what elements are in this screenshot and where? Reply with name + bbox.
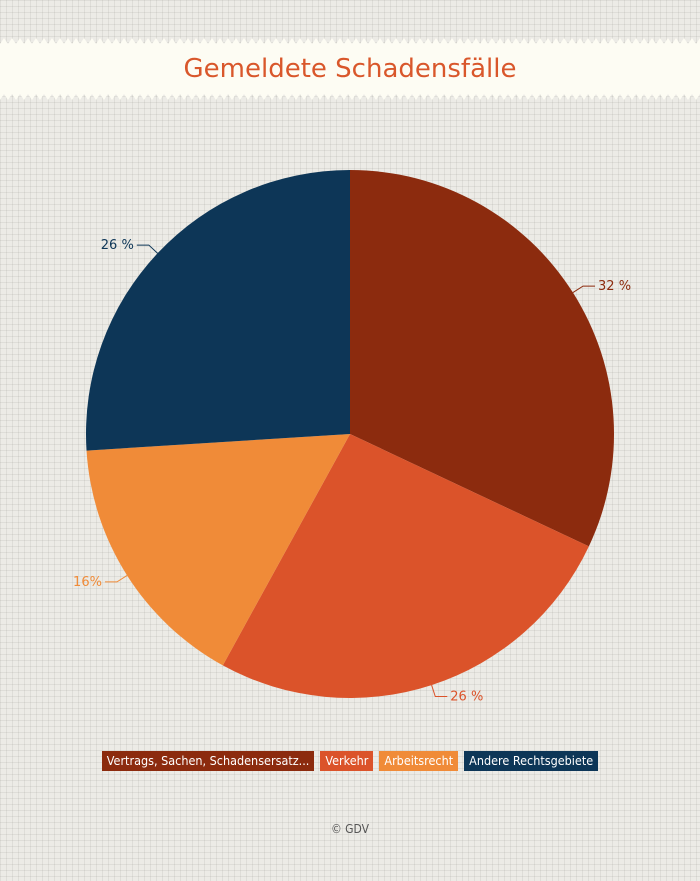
pie-slice-verkehr[interactable] (222, 434, 589, 699)
legend-item-verkehr[interactable]: Verkehr (320, 751, 374, 771)
pie-chart: 32 % 26 % 16% 26 % (73, 170, 631, 704)
leader-line-verkehr (431, 684, 448, 697)
pie-slice-andere[interactable] (86, 170, 350, 451)
data-label-vertrags: 32 % (598, 279, 631, 294)
legend: Vertrags, Sachen, Schadensersatz... Verk… (0, 751, 700, 771)
data-label-arbeitsrecht: 16% (73, 575, 102, 590)
source-credit: © GDV (330, 822, 370, 836)
chart-title: Gemeldete Schadensfälle (183, 54, 517, 84)
pie-slice-vertrags[interactable] (350, 170, 614, 547)
legend-item-andere[interactable]: Andere Rechtsgebiete (464, 751, 599, 771)
data-label-verkehr: 26 % (450, 689, 483, 704)
data-label-andere: 26 % (101, 238, 134, 253)
pie-slice-arbeitsrecht[interactable] (86, 434, 351, 666)
leader-line-andere (136, 244, 158, 254)
leader-line-vertrags (572, 285, 596, 293)
legend-item-vertrags[interactable]: Vertrags, Sachen, Schadensersatz... (101, 751, 315, 771)
legend-item-arbeitsrecht[interactable]: Arbeitsrecht (379, 751, 459, 771)
banner-background (0, 38, 700, 100)
leader-line-arbeitsrecht (104, 575, 128, 583)
title-banner (0, 36, 700, 102)
